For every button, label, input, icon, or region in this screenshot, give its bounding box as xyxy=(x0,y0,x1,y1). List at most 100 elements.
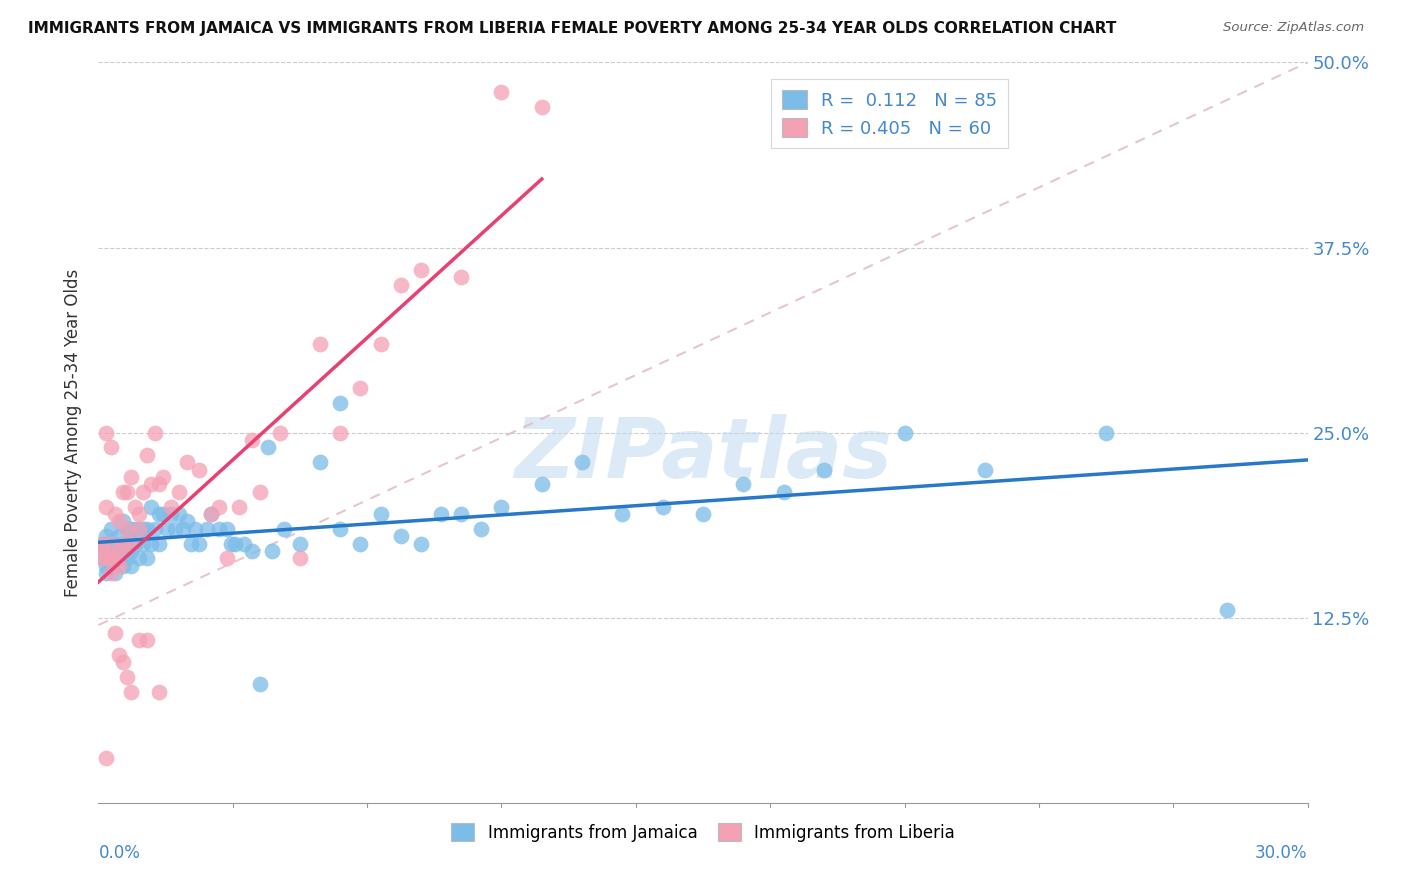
Point xyxy=(135,448,157,462)
Point xyxy=(103,536,125,550)
Legend: Immigrants from Jamaica, Immigrants from Liberia: Immigrants from Jamaica, Immigrants from… xyxy=(443,814,963,850)
Point xyxy=(111,536,134,550)
Point xyxy=(115,522,138,536)
Point xyxy=(200,507,222,521)
Point xyxy=(256,441,278,455)
Point xyxy=(107,648,129,662)
Point xyxy=(100,522,122,536)
Point xyxy=(389,277,412,292)
Point xyxy=(124,500,146,514)
Point xyxy=(139,500,162,514)
Point xyxy=(208,522,231,536)
Point xyxy=(228,500,250,514)
Point xyxy=(91,536,114,550)
Point xyxy=(124,536,146,550)
Point xyxy=(96,558,118,573)
Point xyxy=(96,551,118,566)
Point xyxy=(111,536,134,550)
Text: 0.0%: 0.0% xyxy=(98,844,141,862)
Point xyxy=(208,500,231,514)
Point xyxy=(184,522,207,536)
Point xyxy=(128,522,150,536)
Point xyxy=(232,536,254,550)
Point xyxy=(103,551,125,566)
Point xyxy=(124,522,146,536)
Point xyxy=(217,551,239,566)
Point xyxy=(240,433,263,447)
Point xyxy=(370,507,392,521)
Point xyxy=(143,425,166,440)
Point xyxy=(176,455,198,469)
Point xyxy=(111,515,134,529)
Point xyxy=(370,336,392,351)
Point xyxy=(115,522,138,536)
Point xyxy=(135,522,157,536)
Point xyxy=(240,544,263,558)
Text: ZIPatlas: ZIPatlas xyxy=(515,414,891,495)
Point xyxy=(128,522,150,536)
Point xyxy=(329,396,352,410)
Point xyxy=(530,100,553,114)
Point xyxy=(148,536,170,550)
Point xyxy=(107,551,129,566)
Point xyxy=(143,522,166,536)
Point xyxy=(692,507,714,521)
Point xyxy=(188,462,211,476)
Point xyxy=(120,685,142,699)
Point xyxy=(107,544,129,558)
Point xyxy=(107,529,129,543)
Point xyxy=(128,632,150,647)
Point xyxy=(115,551,138,566)
Point xyxy=(329,522,352,536)
Point xyxy=(100,558,122,573)
Point xyxy=(91,551,114,566)
Point xyxy=(176,515,198,529)
Point xyxy=(772,484,794,499)
Point xyxy=(91,551,114,566)
Point xyxy=(107,558,129,573)
Point xyxy=(195,522,218,536)
Point xyxy=(733,477,755,491)
Point xyxy=(135,632,157,647)
Point xyxy=(132,484,155,499)
Point xyxy=(430,507,453,521)
Point xyxy=(167,507,190,521)
Point xyxy=(91,544,114,558)
Point xyxy=(217,522,239,536)
Point xyxy=(491,500,513,514)
Point xyxy=(115,484,138,499)
Point xyxy=(148,685,170,699)
Point xyxy=(309,455,332,469)
Point xyxy=(135,551,157,566)
Point xyxy=(152,470,174,484)
Point xyxy=(100,536,122,550)
Point xyxy=(100,536,122,550)
Point xyxy=(288,551,311,566)
Point xyxy=(120,558,142,573)
Text: Source: ZipAtlas.com: Source: ZipAtlas.com xyxy=(1223,21,1364,34)
Point xyxy=(115,536,138,550)
Point xyxy=(450,270,472,285)
Point xyxy=(470,522,492,536)
Text: IMMIGRANTS FROM JAMAICA VS IMMIGRANTS FROM LIBERIA FEMALE POVERTY AMONG 25-34 YE: IMMIGRANTS FROM JAMAICA VS IMMIGRANTS FR… xyxy=(28,21,1116,36)
Point xyxy=(224,536,246,550)
Point xyxy=(111,484,134,499)
Y-axis label: Female Poverty Among 25-34 Year Olds: Female Poverty Among 25-34 Year Olds xyxy=(65,268,83,597)
Point xyxy=(163,522,186,536)
Point xyxy=(167,484,190,499)
Point xyxy=(111,655,134,669)
Point xyxy=(1095,425,1118,440)
Point xyxy=(491,85,513,99)
Point xyxy=(148,477,170,491)
Point xyxy=(288,536,311,550)
Point xyxy=(96,529,118,543)
Point xyxy=(100,566,122,581)
Point xyxy=(200,507,222,521)
Point xyxy=(893,425,915,440)
Point xyxy=(530,477,553,491)
Point xyxy=(221,536,243,550)
Point xyxy=(409,536,432,550)
Point xyxy=(450,507,472,521)
Point xyxy=(1216,603,1239,617)
Point xyxy=(974,462,997,476)
